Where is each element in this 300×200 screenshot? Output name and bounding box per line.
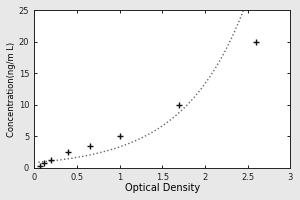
Y-axis label: Concentration(ng/m L): Concentration(ng/m L) (7, 42, 16, 137)
X-axis label: Optical Density: Optical Density (125, 183, 200, 193)
